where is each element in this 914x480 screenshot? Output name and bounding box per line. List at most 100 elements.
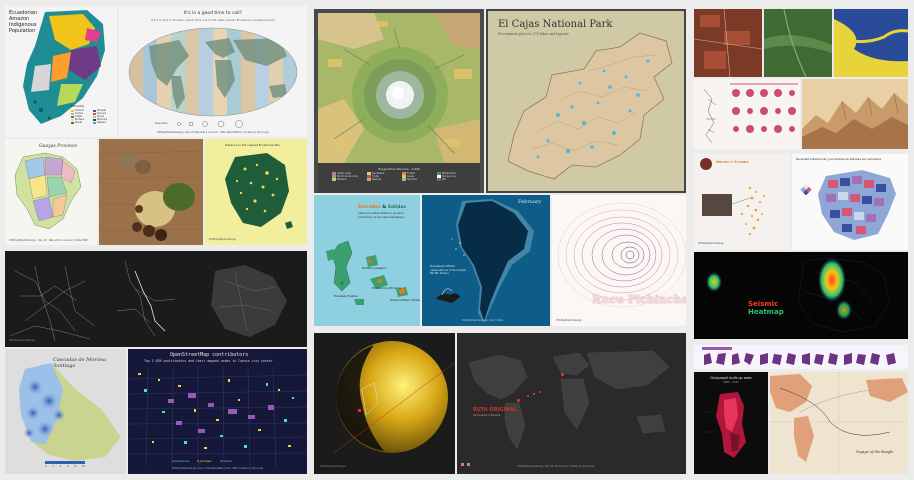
migration-world-map[interactable]: RUTA ORIGINAL de Ecuador a España #30Day…	[457, 333, 686, 474]
map-title: Ecuadorian Amazon Indigenous Population	[9, 10, 38, 34]
guayaquil-title: Guayaquil built-up area	[710, 376, 752, 380]
voyage-caption: Voyage of the Beagle	[856, 450, 894, 454]
legend-item: Shiwiar	[93, 109, 115, 112]
voyage-graphic	[770, 372, 908, 474]
satellite-images[interactable]	[694, 9, 908, 77]
waterfalls-heatmap[interactable]: Cascadas de Morona Santiago 0 2 4 6 8 10	[5, 349, 126, 474]
osm-contributors-map[interactable]: OpenStreetMap contributors Top 3 OSM con…	[128, 349, 307, 474]
osm-legend: jomacuenca lt_harrigan jfcedeno	[172, 459, 232, 463]
volcano-legend-title: Tungurahua Volcano - 1:25k	[378, 167, 420, 171]
bar-distance-map[interactable]: Distance to the nearest Ecuadorian Bar #…	[205, 139, 307, 245]
osm-legend-item: jfcedeno	[220, 459, 233, 463]
province-silhouettes[interactable]	[694, 345, 908, 369]
legend-item: Rill	[437, 178, 472, 181]
cajas-relief	[507, 32, 673, 180]
bar-map-footer: #30DayMapChallenge	[209, 238, 236, 241]
bar-map-shape	[225, 153, 293, 229]
legend-item: Sandbank	[367, 172, 402, 175]
port-label: PSI Isabela 76 salidas	[334, 295, 358, 298]
route-label: RUTA ORIGINAL	[473, 407, 517, 413]
women-map-graphic	[702, 186, 765, 236]
osm-subtitle: Top 3 OSM contributors and their mapped …	[144, 359, 273, 363]
whales-footer: #30DayMapChallenge | Day 6: Blue	[462, 319, 504, 322]
beagle-voyage-map[interactable]: Voyage of the Beagle	[770, 372, 908, 474]
timezone-globe-map[interactable]: It's in a good time to call? It's 9 o'cl…	[119, 6, 307, 137]
badge-icon	[700, 158, 712, 170]
density-small-multiples[interactable]	[694, 79, 800, 149]
south-america-graphic	[436, 199, 534, 323]
silhouettes-graphic	[702, 347, 896, 365]
legend-item: Kichwa	[71, 118, 93, 121]
road-network-maps[interactable]: #30DayMapChallenge	[5, 251, 307, 347]
guayaquil-builtup-map[interactable]: Guayaquil built-up area 1985 – 2015	[694, 372, 768, 474]
relief-graphic	[802, 79, 908, 149]
contour-title: Rucu Pichincha	[592, 293, 686, 306]
contour-footer: #30DayMapChallenge	[556, 319, 582, 322]
guayas-title: Guayas Province	[39, 144, 78, 149]
globe-graphic	[128, 27, 298, 128]
legend-item: Snow & ice	[437, 175, 472, 178]
women-title: Women in Ecuador	[716, 160, 749, 164]
whales-caption: Humpback Whale observations in the South…	[430, 264, 466, 275]
cajas-park-map[interactable]: El Cajas National Park Pre-eminent place…	[486, 9, 686, 193]
bivariate-map-graphic	[800, 170, 896, 240]
bar-map-title: Distance to the nearest Ecuadorian Bar	[225, 143, 281, 147]
port-label: PSI Santa Cruz 480 salidas	[372, 287, 402, 290]
amazon-map-shape	[23, 10, 105, 124]
amazon-population-map[interactable]: Ecuadorian Amazon Indigenous Population …	[5, 6, 117, 137]
guayas-province-map[interactable]: Guayas Province #30DayMapChallenge · Day…	[5, 139, 97, 245]
legend-item: Pasture	[367, 178, 402, 181]
seismic-heatmap[interactable]: Seismic Heatmap	[694, 252, 908, 339]
legend-item: Waorani	[93, 118, 115, 121]
satellite-graphic	[694, 9, 908, 77]
worldmap-footer: #30DayMapChallenge | Day 20: Movement | …	[517, 465, 595, 468]
world-map-graphic	[461, 350, 670, 466]
seismic-title: Seismic Heatmap	[748, 300, 784, 316]
route-sublabel: de Ecuador a España	[473, 414, 501, 417]
guayaquil-graphic	[704, 392, 746, 458]
contour-graphic	[557, 202, 686, 308]
cajas-subtitle: Pre-eminent place to 270 lakes and lagoo…	[498, 32, 569, 36]
galapagos-title: Entradas & Salidas	[358, 205, 407, 210]
ethnicity-legend: Achuar Shiwiar Andoa Secoya Cofán Siona …	[71, 109, 115, 124]
food-photo[interactable]	[99, 139, 203, 245]
port-label: PSI San Cristóbal 1 entrada	[390, 299, 420, 302]
legend-item: Grass	[402, 175, 437, 178]
globe-title: It's in a good time to call?	[183, 11, 243, 16]
day-night-globe[interactable]: #30DayMapChallenge	[314, 333, 455, 474]
contour-lines-map[interactable]: Rucu Pichincha #30DayMapChallenge	[552, 195, 686, 326]
osm-legend-item: lt_harrigan	[196, 459, 213, 463]
legend-item: Achuar	[71, 109, 93, 112]
legend-item: Secoya	[93, 112, 115, 115]
mountain-relief-map[interactable]	[802, 79, 908, 149]
legend-item: Shuar	[71, 121, 93, 124]
density-poverty-map[interactable]: Densidad poblacional y porcentaje de pob…	[792, 154, 908, 250]
women-ecuador-map[interactable]: Women in Ecuador #30DayMapChallenge	[694, 154, 790, 250]
galapagos-islands	[326, 240, 408, 305]
guayaquil-subtitle: 1985 – 2015	[723, 381, 739, 384]
port-label: PSI Baltra 2 pasajeros	[362, 267, 386, 270]
legend-item: Siona	[93, 115, 115, 118]
galapagos-ports-map[interactable]: Entradas & Salidas internacionales 2020 …	[314, 195, 420, 326]
waterfalls-title: Cascadas de Morona Santiago	[53, 357, 106, 369]
guayas-map-shape	[14, 152, 82, 230]
volcano-graphic	[318, 13, 480, 193]
legend-item: Zápara	[93, 121, 115, 124]
volcano-legend: Urban area Sandbank Forest Watershed Sho…	[332, 172, 472, 181]
whale-observations-map[interactable]: February Humpback Whale observations in …	[422, 195, 550, 326]
women-footer: #30DayMapChallenge	[698, 242, 724, 245]
seismic-graphic	[706, 257, 891, 333]
sun-footer: #30DayMapChallenge	[320, 465, 346, 468]
galapagos-subtitle: internacionales 2020 en puertos marítimo…	[358, 211, 405, 219]
legend-item: Cofán	[71, 115, 93, 118]
whales-title: February	[518, 199, 542, 205]
volcano-landcover-map[interactable]: Tungurahua Volcano - 1:25k Urban area Sa…	[314, 9, 484, 193]
osm-legend-item: jomacuenca	[172, 459, 189, 463]
legend-item: Urban area	[332, 172, 367, 175]
legend-item: Forest	[402, 172, 437, 175]
legend-item: Watershed	[437, 172, 472, 175]
density-title: Densidad poblacional y porcentaje de pob…	[796, 157, 881, 161]
osm-footer: #30DayMapChallenge | Day 5: OpenStreetMa…	[171, 467, 264, 470]
photo-icon	[99, 139, 203, 245]
